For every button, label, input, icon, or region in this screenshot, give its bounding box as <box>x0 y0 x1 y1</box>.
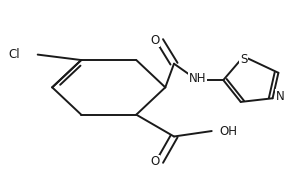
Text: O: O <box>151 155 160 169</box>
Text: N: N <box>276 90 284 103</box>
Text: O: O <box>151 33 160 47</box>
Text: Cl: Cl <box>9 48 20 61</box>
Text: S: S <box>240 53 247 66</box>
Text: NH: NH <box>188 72 206 85</box>
Text: OH: OH <box>219 124 237 138</box>
